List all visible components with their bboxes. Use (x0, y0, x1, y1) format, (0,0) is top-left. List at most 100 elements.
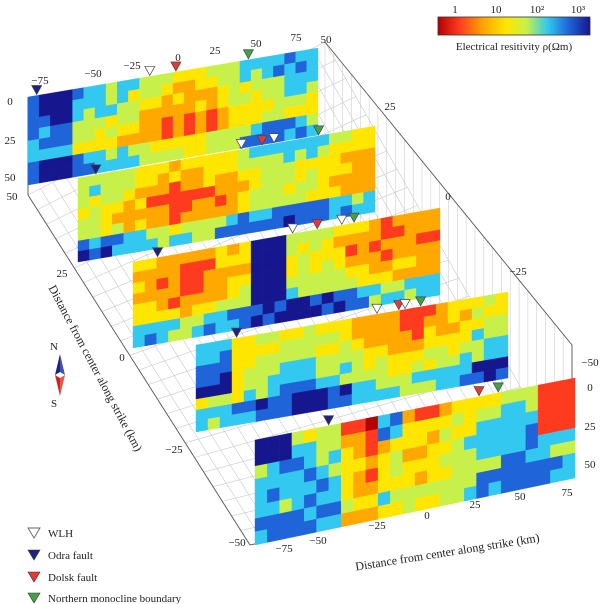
legend-item: Northern monocline boundary (27, 592, 182, 604)
resistivity-cell (291, 443, 305, 460)
resistivity-cell (206, 86, 218, 100)
bottom-x-tick: 0 (424, 510, 430, 522)
resistivity-cell (112, 211, 124, 225)
resistivity-cell (228, 115, 241, 129)
bottom-x-ticks: −75 −50 −25 0 25 50 75 (275, 487, 573, 555)
resistivity-cell (423, 379, 437, 393)
resistivity-cell (83, 129, 96, 143)
resistivity-cell (150, 128, 163, 143)
resistivity-cell (77, 249, 90, 263)
resistivity-cell (283, 193, 296, 207)
resistivity-cell (105, 103, 118, 117)
resistivity-cell (295, 125, 308, 140)
resistivity-cell (239, 113, 252, 127)
resistivity-cell (375, 387, 389, 402)
resistivity-cell (89, 247, 102, 261)
resistivity-cell (134, 218, 147, 232)
resistivity-cell (317, 198, 330, 212)
resistivity-cell (150, 150, 163, 165)
resistivity-cell (267, 526, 280, 543)
resistivity-cell (139, 152, 151, 167)
resistivity-cell (267, 461, 280, 478)
resistivity-cell (273, 118, 285, 133)
resistivity-cell (217, 84, 229, 98)
resistivity-cell (105, 92, 118, 106)
resistivity-cell (172, 114, 185, 128)
resistivity-cell (180, 231, 193, 245)
resistivity-cell (237, 222, 250, 236)
resistivity-cell (150, 106, 163, 121)
resistivity-cell (150, 74, 163, 88)
resistivity-cell (38, 114, 51, 129)
resistivity-cell (146, 195, 159, 209)
resistivity-cell (123, 231, 136, 245)
resistivity-cell (255, 408, 269, 422)
resistivity-cell (94, 83, 107, 97)
resistivity-cell (183, 101, 196, 115)
resistivity-cell (217, 95, 229, 109)
right-y-ticks: 25 0 −25 −50 (385, 101, 600, 369)
resistivity-cell (183, 144, 196, 159)
resistivity-cell (139, 108, 151, 123)
resistivity-cell (250, 89, 263, 104)
resistivity-cell (250, 68, 263, 82)
resistivity-cell (273, 75, 285, 89)
resistivity-cell (271, 205, 284, 219)
resistivity-cell (237, 147, 250, 161)
resistivity-cell (291, 430, 305, 447)
resistivity-cell (250, 111, 263, 125)
top-x-ticks: −75 −50 −25 0 25 50 75 (31, 32, 302, 87)
resistivity-cell (306, 167, 319, 182)
resistivity-cell (172, 135, 185, 150)
resistivity-cell (146, 184, 159, 198)
resistivity-cell (329, 185, 341, 199)
resistivity-cell (117, 145, 129, 159)
resistivity-cell (214, 194, 227, 208)
resistivity-cell (27, 171, 40, 186)
resistivity-cell (295, 71, 308, 85)
resistivity-cell (500, 478, 514, 494)
resistivity-cell (271, 173, 284, 187)
top-x-tick: −50 (84, 68, 102, 80)
resistivity-section (195, 291, 509, 433)
resistivity-cell (217, 117, 229, 131)
resistivity-cell (377, 439, 391, 456)
compass-s: S (51, 398, 57, 410)
resistivity-cell (228, 104, 241, 118)
resistivity-cell (192, 176, 204, 191)
resistivity-cell (38, 103, 51, 118)
resistivity-section (254, 377, 576, 546)
resistivity-cell (72, 87, 84, 101)
red-triangle-icon (27, 571, 41, 583)
resistivity-cell (279, 458, 293, 475)
resistivity-cell (161, 105, 174, 119)
resistivity-cell (363, 147, 376, 161)
resistivity-cell (172, 103, 185, 117)
resistivity-cell (105, 147, 118, 161)
resistivity-cell (128, 121, 140, 136)
resistivity-cell (228, 60, 241, 75)
resistivity-cell (351, 149, 364, 163)
resistivity-cell (203, 206, 216, 220)
resistivity-cell (128, 143, 140, 157)
resistivity-cell (239, 59, 252, 73)
resistivity-section (27, 47, 319, 186)
bottom-x-tick: 75 (562, 487, 574, 499)
resistivity-cell (183, 134, 196, 148)
resistivity-cell (250, 57, 263, 71)
resistivity-cell (340, 161, 353, 176)
resistivity-cell (351, 138, 364, 152)
resistivity-cell (340, 511, 354, 528)
resistivity-cell (304, 466, 317, 483)
resistivity-cell (250, 78, 263, 93)
resistivity-cell (283, 139, 296, 153)
resistivity-cell (117, 112, 129, 127)
legend-item: Odra fault (27, 549, 93, 562)
resistivity-cell (273, 86, 285, 100)
resistivity-cell (192, 230, 204, 244)
resistivity-cell (414, 406, 428, 423)
resistivity-cell (439, 401, 453, 418)
resistivity-cell (254, 489, 268, 506)
resistivity-cell (365, 428, 379, 445)
resistivity-cell (105, 114, 118, 128)
